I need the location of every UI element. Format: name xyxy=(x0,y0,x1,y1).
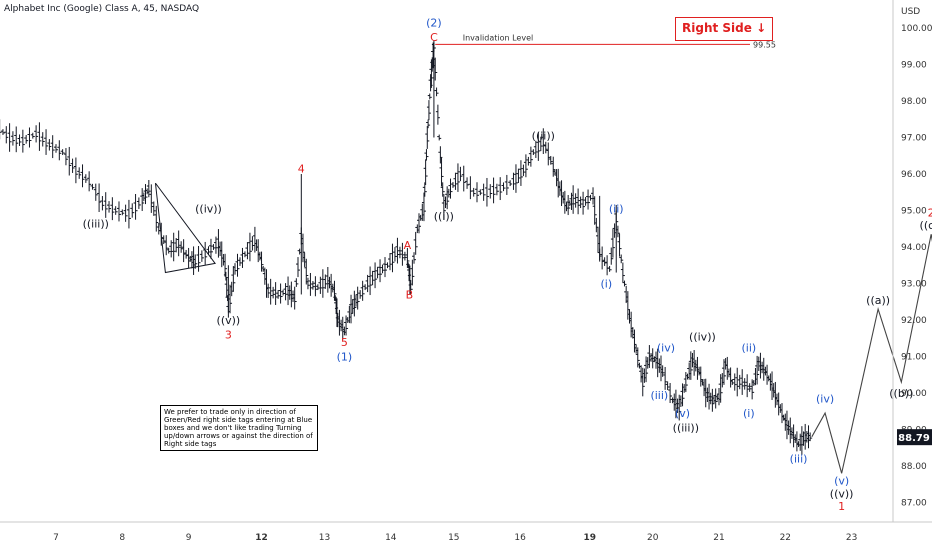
wave-label: ((iv)) xyxy=(689,330,716,343)
y-tick-label: 100.00 xyxy=(901,24,932,34)
y-tick-label: 99.00 xyxy=(901,61,927,71)
wave-label: (ii) xyxy=(609,203,624,216)
x-tick-label: 12 xyxy=(255,533,268,543)
x-tick-label: 7 xyxy=(53,533,59,543)
wave-label: ((ii)) xyxy=(532,130,555,143)
wave-label: 4 xyxy=(298,163,305,176)
y-tick-label: 93.00 xyxy=(901,280,927,290)
right-side-tag: Right Side ↓ xyxy=(675,17,774,41)
wave-label: (iv) xyxy=(816,392,834,405)
last-price-value: 88.79 xyxy=(898,433,930,444)
wave-label: (i) xyxy=(600,278,612,291)
strategy-note: We prefer to trade only in direction of … xyxy=(160,405,318,451)
wave-label: ((v)) xyxy=(830,487,854,500)
wave-label: (iii) xyxy=(790,453,808,466)
x-tick-label: 9 xyxy=(186,533,192,543)
wave-label: ((a)) xyxy=(866,294,890,307)
wave-label: 5 xyxy=(341,336,348,349)
wave-label: (1) xyxy=(337,351,353,364)
wave-label: (v) xyxy=(834,475,849,488)
x-tick-label: 16 xyxy=(514,533,526,543)
y-tick-label: 97.00 xyxy=(901,134,927,144)
wave-label: 2 xyxy=(928,206,932,219)
wave-label: (iv) xyxy=(657,341,675,354)
wave-label: (iii) xyxy=(650,389,668,402)
last-price-tag xyxy=(897,429,932,446)
wave-label: 3 xyxy=(225,329,232,342)
y-tick-label: 90.00 xyxy=(901,389,927,399)
symbol-title: Alphabet Inc (Google) Class A, 45, NASDA… xyxy=(4,4,200,14)
invalidation-label: Invalidation Level xyxy=(463,33,533,42)
wave-label: ((iv)) xyxy=(195,203,222,216)
y-tick-label: 87.00 xyxy=(901,499,927,509)
y-tick-label: 95.00 xyxy=(901,207,927,217)
wave-label: (i) xyxy=(743,407,755,420)
wave-label: B xyxy=(406,288,414,301)
x-tick-label: 22 xyxy=(780,533,791,543)
projection-path xyxy=(811,234,932,474)
wave-label: ((v)) xyxy=(217,314,241,327)
x-tick-label: 13 xyxy=(319,533,330,543)
y-tick-label: 94.00 xyxy=(901,243,927,253)
x-tick-label: 20 xyxy=(647,533,659,543)
x-tick-label: 23 xyxy=(846,533,857,543)
wave-label: ((b)) xyxy=(889,387,913,400)
x-tick-label: 8 xyxy=(119,533,125,543)
wave-label: (v) xyxy=(675,407,690,420)
x-tick-label: 14 xyxy=(385,533,397,543)
wave-label: 1 xyxy=(838,500,845,513)
wave-label: A xyxy=(404,239,412,252)
y-tick-label: 88.00 xyxy=(901,462,927,472)
y-tick-label: 96.00 xyxy=(901,170,927,180)
y-tick-label: 98.00 xyxy=(901,97,927,107)
wave-label: ((c)) xyxy=(920,219,932,232)
wave-label: ((iii)) xyxy=(83,217,109,230)
currency-label: USD xyxy=(901,7,920,17)
invalidation-value: 99.55 xyxy=(753,40,776,49)
wave-label: ((iii)) xyxy=(673,422,699,435)
wave-label: (ii) xyxy=(741,341,756,354)
wave-label: (2) xyxy=(426,17,442,30)
wave-label: C xyxy=(430,31,438,44)
y-tick-label: 91.00 xyxy=(901,353,927,363)
x-tick-label: 21 xyxy=(713,533,724,543)
triangle-pattern xyxy=(154,182,217,274)
wave-label: ((i)) xyxy=(434,210,454,223)
y-tick-label: 92.00 xyxy=(901,316,927,326)
x-tick-label: 19 xyxy=(583,533,596,543)
x-tick-label: 15 xyxy=(448,533,459,543)
